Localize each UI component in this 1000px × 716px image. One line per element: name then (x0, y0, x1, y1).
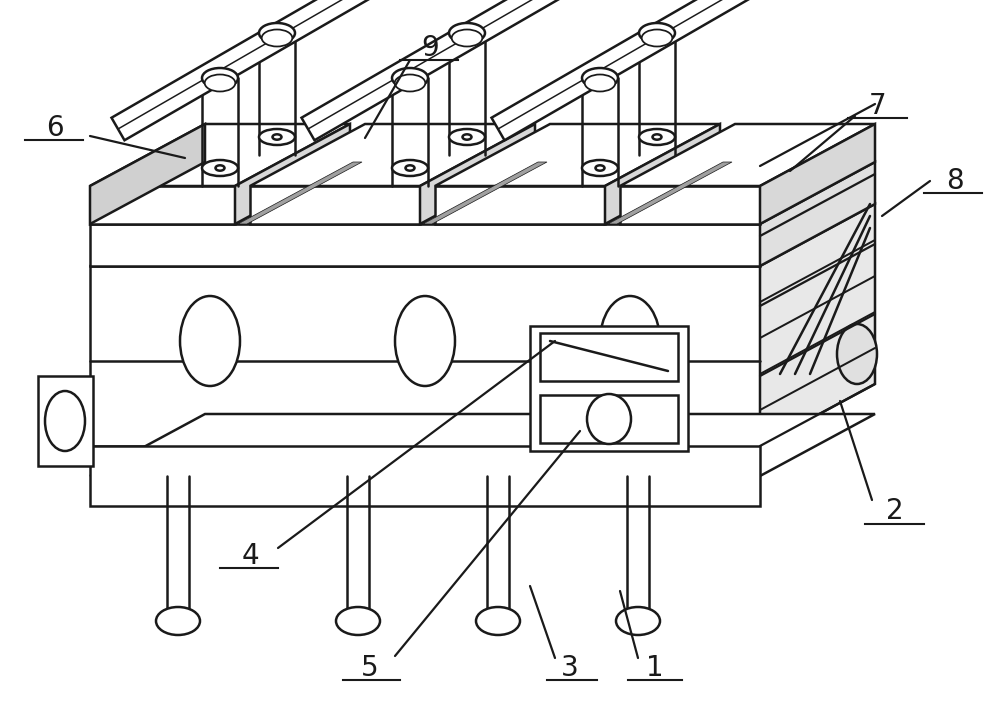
Polygon shape (760, 124, 875, 224)
Text: 4: 4 (241, 542, 259, 570)
Polygon shape (760, 162, 875, 266)
Ellipse shape (639, 23, 675, 43)
Polygon shape (605, 162, 735, 224)
Ellipse shape (395, 296, 455, 386)
Ellipse shape (600, 296, 660, 386)
Ellipse shape (639, 129, 675, 145)
Polygon shape (90, 266, 760, 446)
Polygon shape (90, 124, 350, 186)
Ellipse shape (449, 23, 485, 43)
Text: 7: 7 (869, 92, 887, 120)
Ellipse shape (449, 129, 485, 145)
Polygon shape (90, 446, 760, 506)
Ellipse shape (392, 160, 428, 176)
Ellipse shape (45, 391, 85, 451)
Ellipse shape (395, 74, 425, 92)
Ellipse shape (587, 394, 631, 444)
Polygon shape (90, 186, 235, 224)
Ellipse shape (202, 68, 238, 88)
Polygon shape (90, 414, 875, 476)
Ellipse shape (336, 607, 380, 635)
Ellipse shape (462, 135, 472, 140)
Text: 3: 3 (561, 654, 579, 682)
Polygon shape (90, 124, 205, 224)
Polygon shape (608, 162, 732, 224)
Bar (530, 326, 688, 451)
Text: 5: 5 (361, 654, 379, 682)
Text: 6: 6 (46, 114, 64, 142)
Text: 8: 8 (946, 167, 964, 195)
Ellipse shape (652, 135, 662, 140)
Ellipse shape (392, 68, 428, 88)
Ellipse shape (837, 324, 877, 384)
Polygon shape (112, 0, 583, 140)
Ellipse shape (216, 165, 224, 170)
Polygon shape (250, 186, 420, 224)
Bar (38, 376, 93, 466)
Polygon shape (90, 162, 875, 224)
Ellipse shape (180, 296, 240, 386)
Polygon shape (302, 0, 773, 140)
Ellipse shape (272, 135, 282, 140)
Ellipse shape (262, 29, 292, 47)
Ellipse shape (476, 607, 520, 635)
Polygon shape (620, 186, 760, 224)
Ellipse shape (582, 160, 618, 176)
Text: 1: 1 (646, 654, 664, 682)
Polygon shape (250, 124, 535, 186)
Polygon shape (423, 162, 547, 224)
Polygon shape (90, 204, 875, 266)
Polygon shape (90, 224, 760, 266)
Polygon shape (435, 186, 605, 224)
Ellipse shape (452, 29, 482, 47)
Polygon shape (605, 124, 720, 224)
Ellipse shape (259, 23, 295, 43)
Polygon shape (760, 204, 875, 446)
Ellipse shape (616, 607, 660, 635)
Polygon shape (420, 162, 550, 224)
Polygon shape (420, 124, 535, 224)
Ellipse shape (582, 68, 618, 88)
Polygon shape (235, 124, 350, 224)
Polygon shape (492, 0, 963, 140)
Ellipse shape (596, 165, 604, 170)
Ellipse shape (202, 160, 238, 176)
Ellipse shape (406, 165, 415, 170)
Bar (540, 395, 678, 443)
Text: 9: 9 (421, 34, 439, 62)
Text: 2: 2 (886, 497, 904, 525)
Bar (540, 333, 678, 381)
Polygon shape (235, 162, 365, 224)
Ellipse shape (205, 74, 235, 92)
Ellipse shape (156, 607, 200, 635)
Polygon shape (435, 124, 720, 186)
Ellipse shape (585, 74, 615, 92)
Ellipse shape (642, 29, 672, 47)
Ellipse shape (259, 129, 295, 145)
Polygon shape (620, 124, 875, 186)
Polygon shape (238, 162, 362, 224)
